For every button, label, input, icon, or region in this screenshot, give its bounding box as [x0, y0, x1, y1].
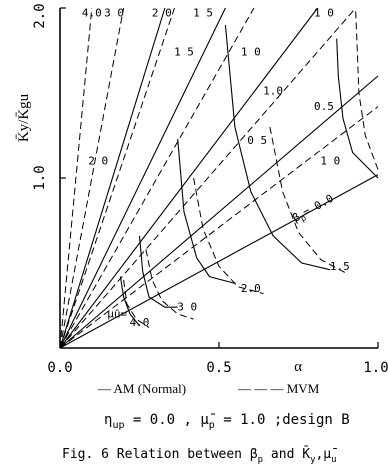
mu-curve-dashed-17 [269, 126, 347, 274]
x-tick-label: 0.0 [47, 360, 72, 376]
curve-label-11: 2 0 [88, 154, 108, 167]
curve-label-5: 1 0 [320, 154, 340, 167]
curve-label-7: 1.0 [263, 85, 283, 98]
x-tick-label: 0.5 [206, 360, 231, 376]
figure-caption: Fig. 6 Relation between βp and K̄y,μ̄u [62, 447, 337, 465]
beta-line-solid-1 [59, 75, 379, 349]
beta-label: βp= 0.0 [290, 192, 336, 227]
beta-line-dashed-10 [59, 7, 93, 349]
mu-curve-solid-15 [119, 276, 140, 327]
curve-label-0: 1.5 [330, 260, 350, 273]
curve-label-8: 0 5 [247, 134, 267, 147]
mu-curve-solid-13 [177, 138, 236, 284]
beta-line-solid-2 [59, 7, 319, 349]
mu-curve-dashed-18 [193, 177, 264, 295]
beta-line-solid-0 [59, 174, 379, 349]
mu-curve-dashed-20 [123, 279, 150, 329]
y-axis-label: K̄y/K̄gu [16, 93, 32, 142]
y-tick-label: 1.0 [32, 165, 48, 190]
mu-curve-dashed-19 [145, 249, 194, 320]
legend-solid-entry: — AM (Normal) [97, 381, 186, 396]
curve-label-15: 1 5 [193, 7, 213, 20]
conditions-text: ηup = 0.0 , μ̄p = 1.0 ;design B [104, 412, 350, 431]
curve-label-10: 1 5 [174, 46, 194, 59]
curve-label-3: 4.0 [130, 316, 150, 329]
curve-label-4: μ̄u= [107, 307, 127, 320]
mu-curve-solid-11 [336, 38, 379, 179]
y-tick-label: 2.0 [32, 3, 48, 28]
mu-curve-solid-12 [224, 24, 331, 271]
curve-label-1: 2.0 [241, 282, 261, 295]
beta-line-dashed-6 [59, 7, 357, 349]
legend-dashed-entry: — — — MVM [237, 381, 320, 396]
curve-label-13: 3 0 [104, 7, 124, 20]
plot-area: βp= 0.01.52.03 04.0μ̄u=1 00.51.00 51 01 … [59, 7, 379, 349]
mu-curve-solid-14 [138, 235, 178, 308]
curve-label-6: 0.5 [314, 100, 334, 113]
curve-label-16: 1 0 [314, 7, 334, 20]
beta-line-dashed-8 [59, 7, 175, 349]
curve-label-layer: βp= 0.01.52.03 04.0μ̄u=1 00.51.00 51 01 … [82, 7, 350, 329]
beta-line-solid-4 [59, 7, 166, 349]
curve-label-2: 3 0 [177, 301, 197, 314]
series-layer [59, 7, 379, 349]
mu-curve-dashed-16 [355, 11, 379, 170]
curve-label-12: 4.0 [82, 7, 102, 20]
curve-label-14: 2 0 [152, 7, 172, 20]
beta-line-dashed-9 [59, 7, 125, 349]
x-axis-label: α [294, 359, 302, 375]
x-tick-label: 1.0 [363, 360, 388, 376]
beta-line-dashed-7 [59, 7, 255, 349]
curve-label-9: 1 0 [241, 46, 261, 59]
beta-line-dashed-5 [59, 106, 379, 349]
beta-line-solid-3 [59, 7, 226, 349]
